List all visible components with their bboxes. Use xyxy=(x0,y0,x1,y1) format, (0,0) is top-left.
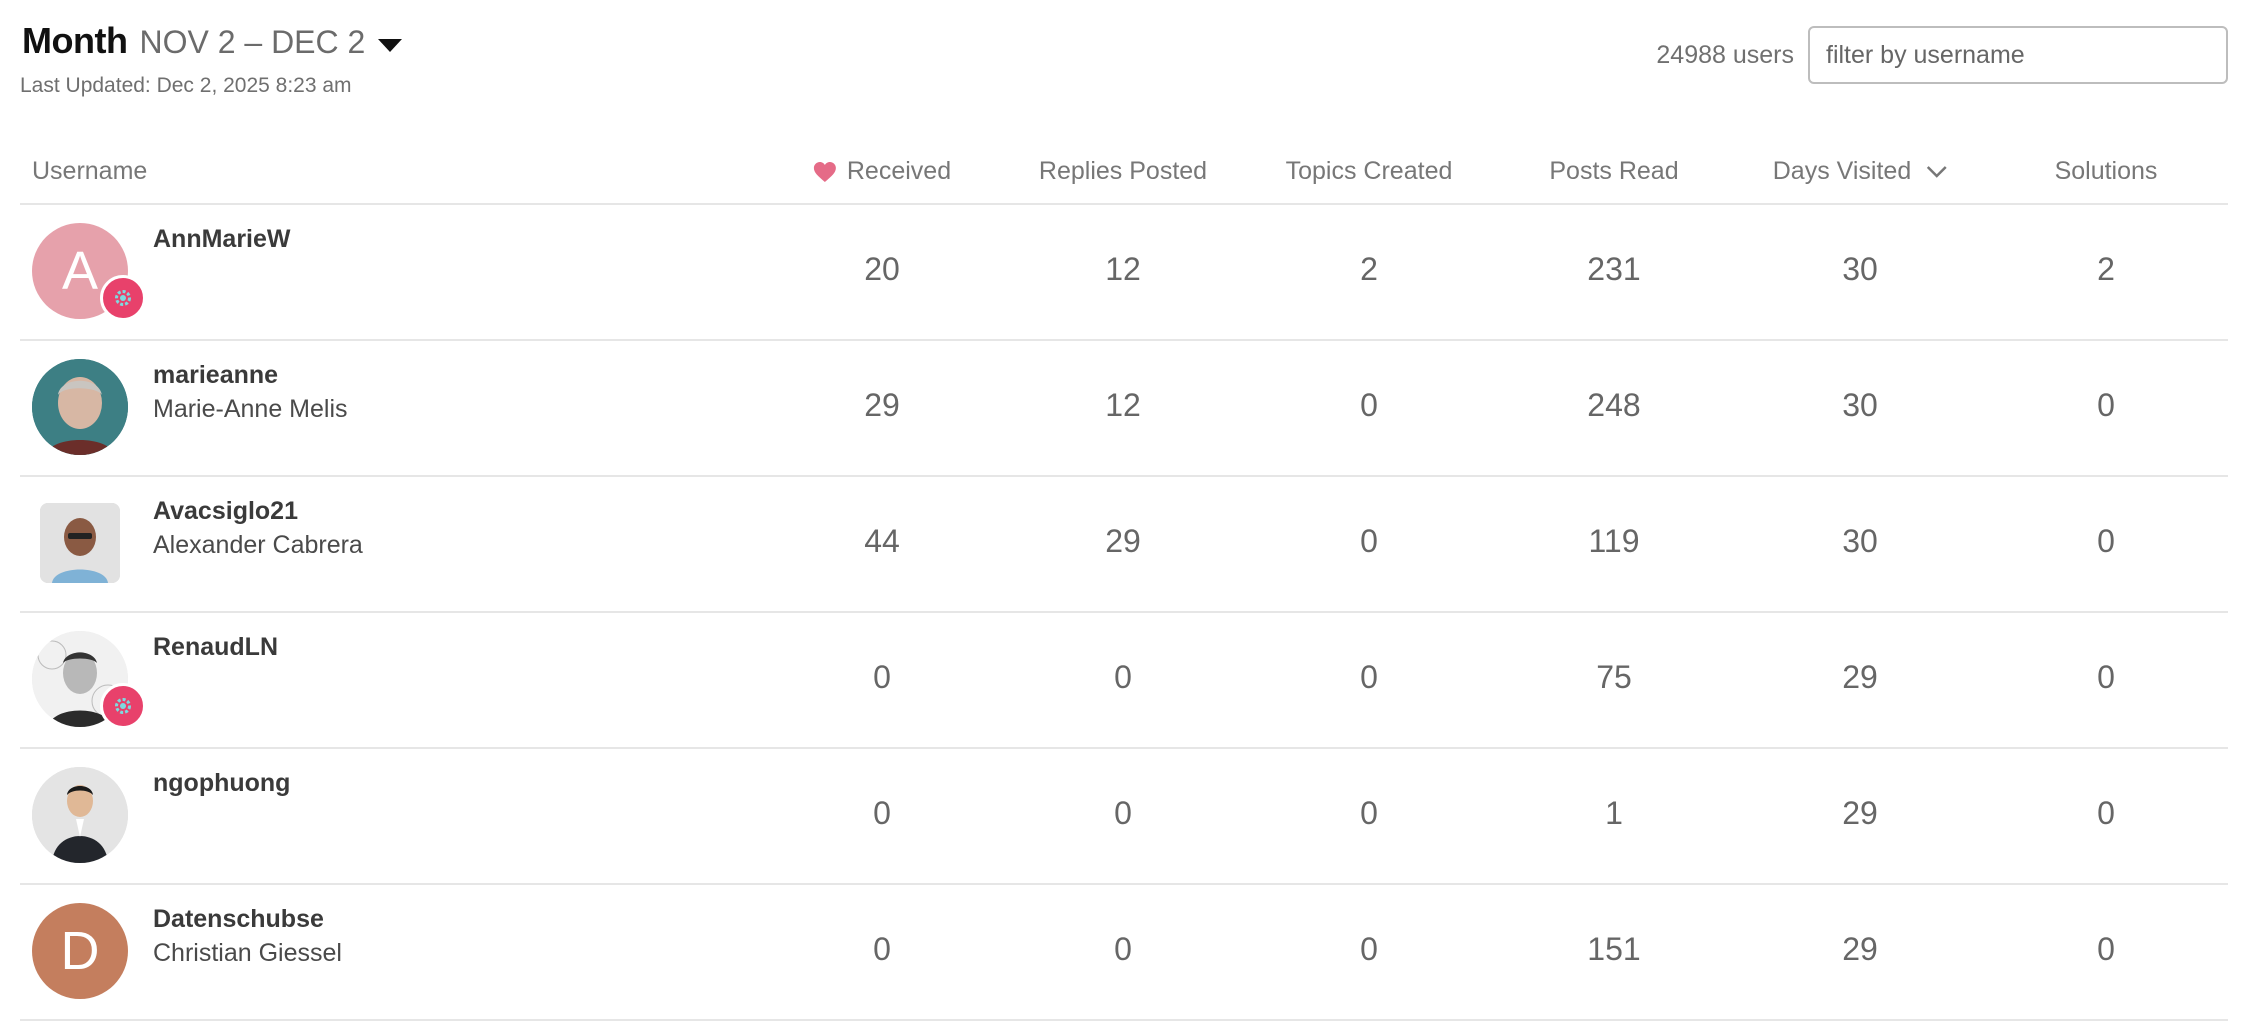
user-info: marieanne Marie-Anne Melis xyxy=(153,359,348,427)
likes-received-value: 44 xyxy=(864,523,900,559)
likes-received-value: 0 xyxy=(873,795,891,831)
topics-created-value: 0 xyxy=(1360,387,1378,423)
days-visited-value: 30 xyxy=(1842,523,1878,559)
user-full-name: Christian Giessel xyxy=(153,939,342,967)
column-header-received-label: Received xyxy=(846,157,952,185)
likes-received-value: 20 xyxy=(864,251,900,287)
column-header-received[interactable]: Received xyxy=(813,157,951,186)
username-link[interactable]: marieanne xyxy=(153,361,279,389)
column-header-username[interactable]: Username xyxy=(32,157,148,185)
username-link[interactable]: AnnMarieW xyxy=(153,225,291,253)
posts-read-value: 75 xyxy=(1596,659,1632,695)
username-link[interactable]: Avacsiglo21 xyxy=(153,497,298,525)
table-row: A AnnMarieW 20 12 2 231 30 2 xyxy=(20,205,2228,341)
solutions-value: 2 xyxy=(2097,251,2115,287)
column-header-replies-posted[interactable]: Replies Posted xyxy=(1038,157,1208,185)
table-row: D Datenschubse Christian Giessel 0 0 0 1… xyxy=(20,885,2228,1021)
column-header-days-visited[interactable]: Days Visited xyxy=(1773,157,1948,186)
avatar-letter: A xyxy=(61,241,99,301)
period-label: Month xyxy=(22,20,128,61)
leaderboard-header: Month NOV 2 – DEC 2 Last Updated: Dec 2,… xyxy=(20,12,2228,112)
avatar-letter: D xyxy=(60,921,100,981)
days-visited-value: 29 xyxy=(1842,795,1878,831)
table-row: marieanne Marie-Anne Melis 29 12 0 248 3… xyxy=(20,341,2228,477)
table-row: Avacsiglo21 Alexander Cabrera 44 29 0 11… xyxy=(20,477,2228,613)
user-full-name: Alexander Cabrera xyxy=(153,531,363,559)
gear-badge-icon xyxy=(115,290,131,306)
table-row: ngophuong 0 0 0 1 29 0 xyxy=(20,749,2228,885)
solutions-value: 0 xyxy=(2097,387,2115,423)
replies-posted-value: 0 xyxy=(1114,659,1132,695)
posts-read-value: 119 xyxy=(1588,523,1640,559)
user-info: Avacsiglo21 Alexander Cabrera xyxy=(153,495,363,563)
user-info: ngophuong xyxy=(153,767,290,799)
filter-by-username-input[interactable] xyxy=(1808,26,2228,84)
solutions-value: 0 xyxy=(2097,931,2115,967)
replies-posted-value: 0 xyxy=(1114,931,1132,967)
days-visited-value: 30 xyxy=(1842,251,1878,287)
topics-created-value: 0 xyxy=(1360,931,1378,967)
avatar[interactable] xyxy=(32,767,128,863)
user-info: AnnMarieW xyxy=(153,223,291,255)
username-link[interactable]: ngophuong xyxy=(153,769,291,797)
gear-badge-icon xyxy=(115,698,131,714)
days-visited-value: 30 xyxy=(1842,387,1878,423)
posts-read-value: 151 xyxy=(1587,931,1641,967)
replies-posted-value: 12 xyxy=(1105,387,1141,423)
period-dropdown-toggle[interactable] xyxy=(370,30,410,60)
solutions-value: 0 xyxy=(2097,523,2115,559)
period-title: Month NOV 2 – DEC 2 xyxy=(22,20,365,62)
solutions-value: 0 xyxy=(2097,659,2115,695)
solutions-value: 0 xyxy=(2097,795,2115,831)
user-info: Datenschubse Christian Giessel xyxy=(153,903,342,971)
topics-created-value: 0 xyxy=(1360,523,1378,559)
days-visited-value: 29 xyxy=(1842,659,1878,695)
user-filter-area: 24988 users xyxy=(1656,26,2228,84)
replies-posted-value: 0 xyxy=(1114,795,1132,831)
column-header-topics-created[interactable]: Topics Created xyxy=(1285,157,1453,185)
posts-read-value: 231 xyxy=(1587,251,1641,287)
likes-received-value: 0 xyxy=(873,659,891,695)
column-header-days-visited-label: Days Visited xyxy=(1772,157,1912,185)
user-badge[interactable] xyxy=(100,275,146,321)
user-info: RenaudLN xyxy=(153,631,278,663)
posts-read-value: 248 xyxy=(1587,387,1641,423)
user-photo-icon xyxy=(32,359,128,455)
username-link[interactable]: Datenschubse xyxy=(153,905,324,933)
table-header: Username Received Replies Posted Topics … xyxy=(20,145,2228,205)
replies-posted-value: 29 xyxy=(1105,523,1141,559)
topics-created-value: 0 xyxy=(1360,659,1378,695)
leaderboard-table: Username Received Replies Posted Topics … xyxy=(20,145,2228,1021)
topics-created-value: 2 xyxy=(1360,251,1378,287)
user-photo-icon xyxy=(40,503,120,583)
avatar[interactable] xyxy=(32,359,128,455)
column-header-solutions[interactable]: Solutions xyxy=(2054,157,2158,185)
username-link[interactable]: RenaudLN xyxy=(153,633,278,661)
avatar[interactable]: A xyxy=(32,223,128,319)
replies-posted-value: 12 xyxy=(1105,251,1141,287)
heart-icon xyxy=(813,161,836,182)
column-header-posts-read[interactable]: Posts Read xyxy=(1549,157,1679,185)
table-row: RenaudLN 0 0 0 75 29 0 xyxy=(20,613,2228,749)
topics-created-value: 0 xyxy=(1360,795,1378,831)
last-updated-text: Last Updated: Dec 2, 2025 8:23 am xyxy=(20,74,352,97)
user-count: 24988 users xyxy=(1656,40,1794,69)
user-badge[interactable] xyxy=(100,683,146,729)
caret-down-icon xyxy=(378,39,402,52)
user-full-name: Marie-Anne Melis xyxy=(153,395,348,423)
avatar[interactable]: D xyxy=(32,903,128,999)
likes-received-value: 29 xyxy=(864,387,900,423)
user-photo-icon xyxy=(32,767,128,863)
days-visited-value: 29 xyxy=(1842,931,1878,967)
posts-read-value: 1 xyxy=(1605,795,1623,831)
likes-received-value: 0 xyxy=(873,931,891,967)
chevron-down-icon xyxy=(1926,165,1947,178)
avatar[interactable] xyxy=(40,503,120,583)
period-range: NOV 2 – DEC 2 xyxy=(139,24,366,60)
